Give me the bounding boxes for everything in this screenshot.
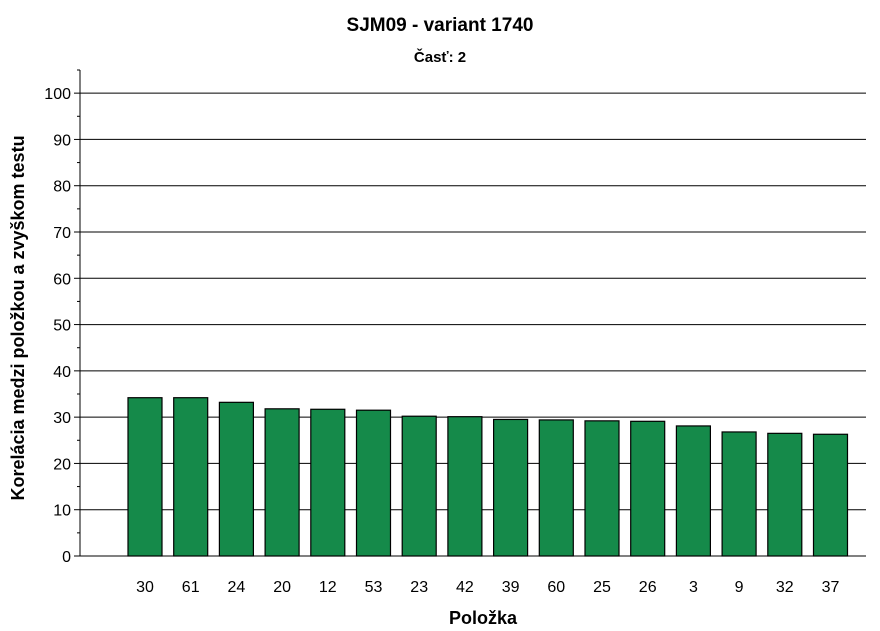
x-tick-label: 20 (273, 579, 291, 596)
y-ticks: 0 10 20 30 40 50 60 70 80 90 100 (44, 69, 80, 566)
chart-title: SJM09 - variant 1740 (347, 15, 534, 36)
bar-39 (493, 418, 529, 557)
bar-60 (538, 419, 574, 557)
y-tick-label: 60 (53, 271, 71, 288)
bar-24 (218, 401, 254, 557)
bar-12 (310, 408, 346, 557)
x-tick-label: 26 (639, 579, 657, 596)
y-axis-label: Korelácia medzi položkou a zvyškom testu (8, 135, 28, 500)
y-tick-label: 40 (53, 364, 71, 381)
bar-61 (173, 397, 209, 557)
bar-32 (767, 432, 803, 557)
x-tick-label: 23 (410, 579, 428, 596)
x-tick-label: 61 (182, 579, 200, 596)
bar-9 (721, 431, 757, 557)
x-tick-label: 12 (319, 579, 337, 596)
x-tick-label: 32 (776, 579, 794, 596)
x-tick-label: 25 (593, 579, 611, 596)
x-tick-label: 24 (228, 579, 246, 596)
gridlines (80, 92, 866, 511)
x-tick-label: 3 (689, 579, 698, 596)
bars (127, 397, 849, 557)
bar-53 (355, 409, 392, 557)
axes (79, 70, 866, 557)
x-tick-label: 9 (735, 579, 744, 596)
y-tick-label: 0 (62, 549, 71, 566)
y-tick-label: 70 (53, 225, 71, 242)
x-tick-label: 42 (456, 579, 474, 596)
x-axis-label: Položka (449, 608, 518, 628)
y-tick-label: 80 (53, 179, 71, 196)
x-tick-label: 60 (547, 579, 565, 596)
y-tick-label: 100 (44, 86, 71, 103)
y-tick-label: 30 (53, 410, 71, 427)
y-tick-label: 20 (53, 456, 71, 473)
bar-26 (630, 420, 666, 557)
y-tick-label: 10 (53, 503, 71, 520)
x-tick-label: 53 (365, 579, 383, 596)
x-tick-label: 30 (136, 579, 154, 596)
x-tick-label: 39 (502, 579, 520, 596)
bar-37 (812, 433, 849, 557)
bar-3 (675, 425, 712, 557)
bar-42 (447, 416, 483, 557)
bar-25 (584, 420, 620, 557)
x-tick-label: 37 (822, 579, 840, 596)
bar-23 (401, 415, 437, 557)
bar-20 (264, 408, 300, 557)
x-ticks: 30 61 24 20 12 53 23 42 39 60 25 26 3 9 32 37 (136, 579, 839, 596)
chart-subtitle: Časť: 2 (414, 48, 466, 66)
y-tick-label: 50 (53, 318, 71, 335)
y-tick-label: 90 (53, 132, 71, 149)
bar-30 (127, 397, 163, 557)
